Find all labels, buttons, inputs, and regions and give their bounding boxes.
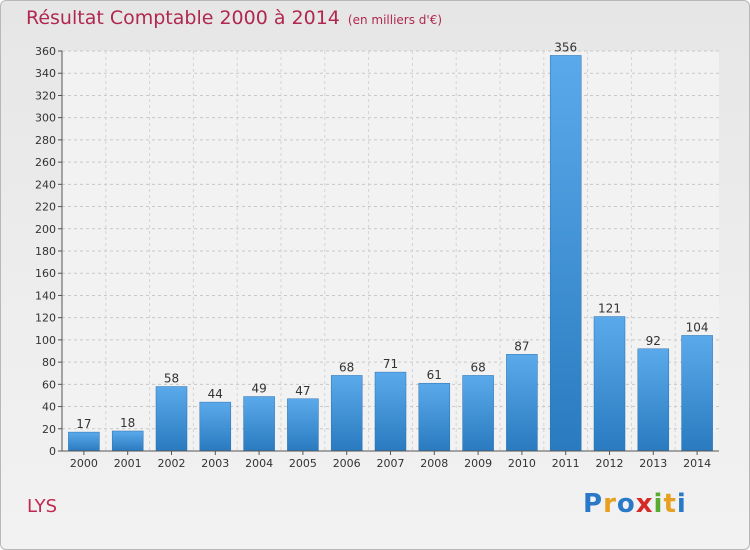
commune-name: LYS — [27, 496, 58, 517]
bar — [155, 386, 188, 452]
bar — [681, 335, 713, 452]
y-tick-label: 140 — [35, 289, 56, 302]
bar-value-label: 87 — [514, 339, 529, 353]
bar-value-label: 68 — [339, 360, 354, 374]
bar-value-label: 61 — [427, 368, 442, 382]
bar — [593, 316, 626, 452]
y-tick-label: 20 — [42, 423, 56, 436]
y-tick-label: 220 — [35, 201, 56, 214]
bar — [506, 354, 538, 452]
y-tick-label: 0 — [49, 445, 56, 458]
x-tick-label: 2011 — [552, 457, 580, 470]
x-tick-label: 2004 — [245, 457, 273, 470]
bar — [68, 431, 100, 452]
x-tick-label: 2013 — [639, 457, 667, 470]
bar-value-label: 121 — [598, 302, 621, 316]
y-tick-label: 200 — [35, 223, 56, 236]
x-tick-label: 2007 — [377, 457, 405, 470]
chart-title: Résultat Comptable 2000 à 2014 (en millie… — [26, 7, 442, 29]
bar-value-label: 68 — [470, 360, 485, 374]
y-tick-label: 280 — [35, 134, 56, 147]
x-tick-label: 2003 — [201, 457, 229, 470]
bar — [287, 398, 319, 452]
y-tick-label: 100 — [35, 334, 56, 347]
bar — [330, 375, 363, 452]
y-tick-label: 60 — [42, 378, 56, 391]
x-tick-label: 2005 — [289, 457, 317, 470]
bar-value-label: 71 — [383, 357, 398, 371]
bar — [462, 375, 494, 452]
bar — [418, 382, 451, 452]
y-tick-label: 120 — [35, 312, 56, 325]
y-tick-label: 360 — [35, 45, 56, 58]
x-tick-label: 2008 — [420, 457, 448, 470]
bar — [549, 55, 582, 452]
x-tick-label: 2012 — [596, 457, 624, 470]
chart-subtitle: (en milliers d'€) — [347, 13, 443, 27]
y-tick-label: 80 — [42, 356, 56, 369]
y-tick-label: 240 — [35, 178, 56, 191]
y-tick-label: 300 — [35, 112, 56, 125]
x-tick-label: 2002 — [158, 457, 186, 470]
proxiti-logo: Proxiti — [583, 489, 687, 519]
y-tick-label: 340 — [35, 67, 56, 80]
bar — [637, 348, 670, 452]
bar-value-label: 104 — [686, 320, 709, 334]
chart-title-text: Résultat Comptable 2000 à 2014 — [26, 7, 340, 29]
bar — [243, 396, 275, 452]
bar — [374, 371, 407, 452]
bar — [199, 401, 232, 452]
bar-value-label: 18 — [120, 416, 135, 430]
bar-value-label: 92 — [646, 334, 661, 348]
x-tick-label: 2006 — [333, 457, 361, 470]
y-tick-label: 160 — [35, 267, 56, 280]
bar — [111, 430, 144, 452]
x-tick-label: 2000 — [70, 457, 98, 470]
x-tick-label: 2014 — [683, 457, 711, 470]
bar-value-label: 17 — [76, 417, 91, 431]
y-tick-label: 180 — [35, 245, 56, 258]
bar-value-label: 49 — [251, 382, 266, 396]
y-tick-label: 260 — [35, 156, 56, 169]
x-tick-label: 2010 — [508, 457, 536, 470]
x-tick-label: 2009 — [464, 457, 492, 470]
y-tick-label: 320 — [35, 89, 56, 102]
y-tick-label: 40 — [42, 401, 56, 414]
bar-value-label: 47 — [295, 384, 310, 398]
bar-value-label: 356 — [554, 40, 577, 54]
bar-value-label: 58 — [164, 372, 179, 386]
x-tick-label: 2001 — [114, 457, 142, 470]
bar-value-label: 44 — [208, 387, 223, 401]
